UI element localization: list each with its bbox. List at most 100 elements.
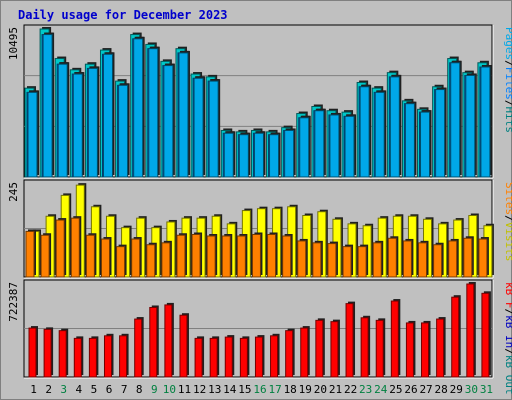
x-tick-label: 20 (314, 383, 327, 396)
legend-part: / (503, 348, 512, 355)
pages-bar (27, 90, 39, 178)
sites-bar (372, 240, 384, 278)
x-tick-label: 26 (404, 383, 417, 396)
kb-bar (451, 295, 461, 378)
pages-bar (72, 72, 85, 178)
legend-part: Pages (503, 27, 512, 60)
series-legend: Sites/Visits (503, 182, 512, 262)
kb-bar (285, 328, 295, 378)
sites-bar (387, 236, 399, 278)
sites-bar (282, 234, 293, 278)
kb-bar (405, 320, 416, 378)
x-tick-label: 2 (45, 383, 52, 396)
panel-1: 10495 Pages/Files/Hits (7, 24, 512, 179)
x-tick-label: 31 (480, 383, 493, 396)
kb-bar (360, 315, 371, 378)
legend-part: kB In (503, 315, 512, 348)
kb-bar (481, 291, 491, 378)
pages-bar (163, 63, 175, 178)
pages-bar (404, 101, 417, 178)
pages-bar (118, 83, 130, 178)
sites-bar (85, 233, 97, 278)
kb-bar (254, 335, 265, 378)
x-tick-label: 10 (163, 383, 176, 396)
pages-bar (208, 79, 221, 178)
pages-bar (133, 36, 145, 178)
kb-bar (134, 317, 144, 378)
pages-bar (344, 114, 357, 178)
x-tick-label: 25 (389, 383, 402, 396)
pages-bar (178, 50, 190, 178)
sites-bar (433, 242, 444, 278)
pages-bar (102, 52, 115, 178)
x-tick-label: 8 (136, 383, 143, 396)
sites-bar (221, 234, 233, 278)
kb-bar (149, 305, 159, 378)
pages-bar (253, 131, 266, 178)
kb-bar (466, 282, 476, 378)
x-tick-label: 23 (359, 383, 372, 396)
pages-bar (57, 62, 70, 178)
x-tick-label: 21 (329, 383, 342, 396)
kb-bar (375, 318, 386, 378)
x-tick-label: 22 (344, 383, 357, 396)
kb-bar (194, 336, 205, 378)
legend-part: Sites (503, 182, 512, 215)
sites-bar (251, 232, 263, 278)
x-tick-label: 18 (284, 383, 297, 396)
x-tick-label: 5 (91, 383, 98, 396)
pages-bar (420, 110, 432, 178)
x-tick-label: 15 (238, 383, 251, 396)
sites-bar (327, 241, 338, 278)
x-tick-label: 27 (419, 383, 432, 396)
pages-bar (238, 132, 251, 178)
pages-bar (299, 115, 311, 178)
x-tick-label: 30 (465, 383, 478, 396)
x-tick-label: 1 (30, 383, 37, 396)
sites-bar (191, 232, 203, 278)
y-max-label: 10495 (7, 27, 20, 60)
x-tick-label: 12 (193, 383, 206, 396)
legend-part: Visits (503, 222, 512, 262)
x-tick-label: 29 (450, 383, 463, 396)
pages-bar (223, 131, 236, 178)
x-tick-label: 14 (223, 383, 237, 396)
kb-bar (390, 299, 401, 378)
sites-bar (25, 229, 36, 278)
x-tick-label: 11 (178, 383, 191, 396)
pages-bar (389, 74, 402, 178)
sites-bar (478, 237, 489, 278)
chart-title: Daily usage for December 2023 (18, 8, 228, 22)
x-tick-label: 19 (299, 383, 312, 396)
pages-bar (329, 112, 341, 178)
kb-bar (330, 319, 340, 378)
pages-bar (359, 84, 372, 178)
panel-2: 245 Sites/Visits (7, 179, 512, 279)
x-tick-label: 6 (106, 383, 113, 396)
kb-bar (421, 320, 431, 378)
y-max-label: 722387 (7, 282, 20, 322)
x-tick-label: 24 (374, 383, 388, 396)
sites-bar (267, 232, 278, 278)
sites-bar (161, 240, 172, 278)
kb-bar (119, 333, 129, 378)
sites-bar (70, 216, 82, 278)
sites-bar (176, 233, 187, 278)
y-max-label: 245 (7, 182, 20, 202)
sites-bar (448, 238, 459, 278)
series-legend: Pages/Files/Hits (503, 27, 512, 133)
sites-bar (100, 237, 112, 278)
x-tick-label: 17 (268, 383, 281, 396)
kb-bar (164, 302, 174, 378)
kb-bar (209, 336, 220, 378)
sites-bar (418, 240, 429, 278)
kb-bar (345, 301, 356, 378)
pages-bar (480, 65, 492, 178)
x-tick-label: 13 (208, 383, 221, 396)
pages-bar (284, 128, 296, 178)
x-tick-label: 9 (151, 383, 158, 396)
pages-bar (269, 132, 281, 178)
sites-bar (463, 236, 474, 278)
sites-bar (297, 238, 308, 278)
